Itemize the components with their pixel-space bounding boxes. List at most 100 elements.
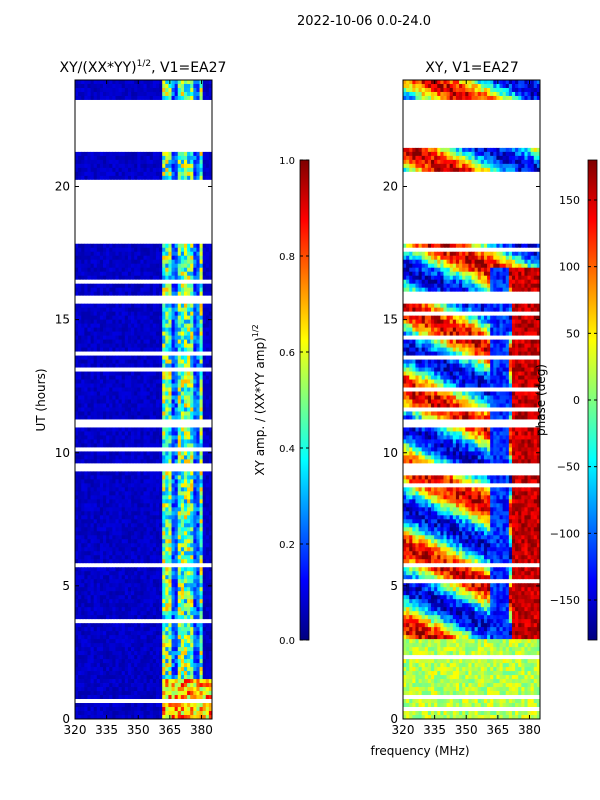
heatmap-cell (159, 203, 163, 209)
heatmap-cell (81, 443, 85, 448)
heatmap-cell (143, 303, 148, 309)
heatmap-cell (193, 259, 197, 265)
heatmap-cell (205, 447, 210, 452)
heatmap-cell (190, 335, 194, 340)
heatmap-cell (140, 431, 144, 436)
heatmap-cell (115, 367, 119, 372)
heatmap-cell (134, 271, 138, 277)
heatmap-cell (103, 115, 107, 121)
heatmap-cell (87, 99, 91, 105)
heatmap-cell (118, 103, 123, 109)
heatmap-cell (208, 343, 213, 348)
heatmap-cell (103, 239, 107, 245)
heatmap-cell (149, 111, 154, 117)
heatmap-cell (168, 355, 172, 360)
heatmap-cell (124, 307, 129, 313)
heatmap-cell (84, 231, 88, 237)
heatmap-cell (146, 431, 151, 436)
heatmap-cell (149, 287, 154, 293)
heatmap-cell (168, 187, 172, 193)
heatmap-cell (171, 383, 176, 388)
heatmap-cell (149, 87, 154, 93)
heatmap-cell (205, 215, 210, 221)
heatmap-cell (109, 87, 113, 93)
heatmap-cell (90, 419, 95, 424)
heatmap-cell (137, 255, 141, 261)
heatmap-cell (127, 87, 132, 93)
heatmap-cell (109, 227, 113, 233)
heatmap-cell (146, 487, 151, 492)
heatmap-cell (171, 167, 176, 173)
heatmap-cell (84, 499, 88, 504)
heatmap-cell (146, 175, 151, 181)
heatmap-cell (75, 223, 79, 229)
heatmap-cell (131, 83, 135, 89)
heatmap-cell (90, 163, 95, 169)
heatmap-cell (168, 367, 172, 372)
heatmap-cell (112, 507, 116, 512)
heatmap-cell (168, 227, 172, 233)
heatmap-cell (199, 115, 204, 121)
heatmap-cell (196, 463, 200, 468)
heatmap-cell (124, 183, 129, 189)
heatmap-cell (112, 255, 116, 261)
heatmap-cell (99, 359, 104, 364)
heatmap-cell (93, 479, 98, 484)
heatmap-cell (81, 255, 85, 261)
heatmap-cell (99, 459, 104, 464)
heatmap-cell (103, 311, 107, 317)
heatmap-cell (99, 191, 104, 197)
heatmap-cell (208, 483, 213, 488)
heatmap-cell (155, 367, 160, 372)
heatmap-cell (99, 435, 104, 440)
heatmap-cell (155, 515, 160, 520)
heatmap-cell (159, 391, 163, 396)
heatmap-cell (183, 491, 188, 496)
heatmap-cell (75, 291, 79, 297)
heatmap-cell (193, 315, 197, 321)
heatmap-cell (183, 271, 188, 277)
heatmap-cell (177, 495, 182, 500)
heatmap-cell (143, 235, 148, 241)
heatmap-cell (183, 311, 188, 317)
heatmap-cell (190, 127, 194, 133)
heatmap-cell (146, 111, 151, 117)
heatmap-cell (205, 115, 210, 121)
heatmap-cell (162, 103, 166, 109)
heatmap-cell (78, 475, 82, 480)
heatmap-cell (193, 175, 197, 181)
heatmap-cell (78, 227, 82, 233)
heatmap-cell (165, 80, 169, 85)
heatmap-cell (165, 351, 169, 356)
heatmap-cell (99, 299, 104, 305)
heatmap-cell (127, 259, 132, 265)
heatmap-cell (90, 123, 95, 129)
heatmap-cell (190, 255, 194, 261)
heatmap-cell (78, 255, 82, 261)
heatmap-cell (137, 399, 141, 404)
heatmap-cell (196, 379, 200, 384)
heatmap-cell (162, 327, 166, 332)
heatmap-cell (180, 307, 185, 313)
heatmap-cell (106, 379, 110, 384)
heatmap-cell (131, 311, 135, 317)
heatmap-cell (75, 467, 79, 472)
heatmap-cell (165, 323, 169, 329)
heatmap-cell (202, 327, 207, 332)
heatmap-cell (118, 351, 123, 356)
heatmap-cell (96, 175, 101, 181)
heatmap-cell (124, 355, 129, 360)
heatmap-cell (193, 327, 197, 332)
heatmap-cell (84, 203, 88, 209)
heatmap-cell (143, 363, 148, 368)
heatmap-cell (140, 199, 144, 205)
heatmap-cell (109, 519, 113, 524)
heatmap-cell (90, 147, 95, 153)
heatmap-cell (162, 235, 166, 241)
heatmap-cell (115, 255, 119, 261)
heatmap-cell (127, 163, 132, 169)
heatmap-cell (159, 155, 163, 161)
heatmap-cell (165, 103, 169, 109)
heatmap-cell (143, 371, 148, 376)
heatmap-cell (112, 167, 116, 173)
